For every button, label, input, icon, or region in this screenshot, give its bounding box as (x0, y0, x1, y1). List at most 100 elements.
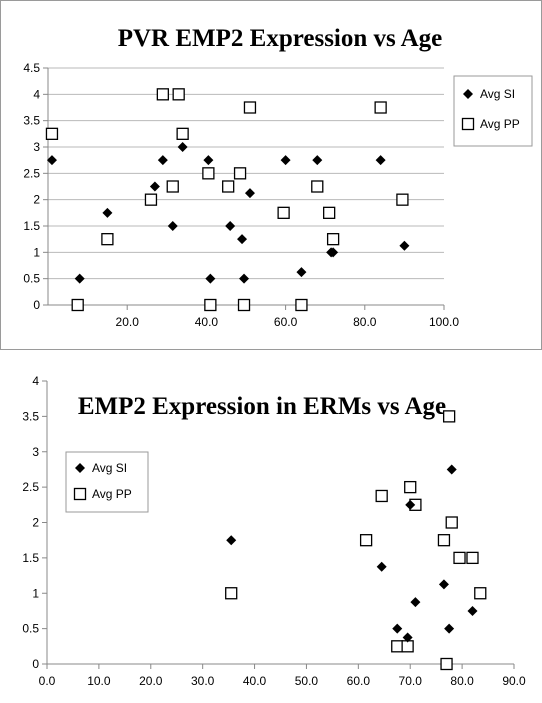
point-avg-pp (71, 298, 84, 312)
x-tick-label: 10.0 (87, 674, 111, 688)
point-avg-pp (295, 298, 308, 312)
point-avg-pp (172, 88, 185, 101)
point-avg-si (446, 464, 457, 475)
point-avg-pp (204, 298, 217, 312)
y-tick-label: 4 (32, 374, 39, 388)
point-avg-pp (176, 127, 189, 140)
point-avg-si (244, 188, 255, 199)
point-avg-si (375, 155, 386, 166)
y-tick-label: 2 (33, 193, 40, 207)
point-avg-si (405, 499, 416, 510)
x-tick-label: 20.0 (139, 674, 163, 688)
point-avg-pp (45, 127, 59, 140)
x-tick-label: 40.0 (243, 674, 267, 688)
point-avg-pp (101, 233, 114, 246)
point-avg-si (102, 207, 113, 218)
point-avg-si (205, 273, 216, 284)
legend-label: Avg SI (480, 87, 515, 101)
point-avg-si (74, 273, 85, 284)
y-tick-label: 1.5 (23, 219, 40, 233)
point-avg-pp (359, 534, 373, 547)
point-avg-pp (453, 551, 466, 565)
point-avg-pp (222, 180, 235, 193)
plot-area: 00.511.522.533.540.0 10.0 20.0 30.0 40.0 50.0… (22, 374, 526, 688)
point-avg-si (226, 535, 237, 546)
legend-label: Avg PP (480, 117, 520, 131)
point-avg-si (296, 267, 307, 278)
legend-box (453, 75, 533, 147)
chart-panel-erm: EMP2 Expression in ERMs vs Age 0 0.5 1 1.5 2… (0, 362, 542, 698)
y-tick-label: 0.5 (23, 272, 40, 286)
chart-title: EMP2 Expression in ERMs vs Age (78, 393, 446, 420)
y-tick-label: 0.5 (22, 622, 39, 636)
point-avg-si (467, 605, 478, 616)
point-avg-pp (225, 587, 238, 600)
point-avg-si (399, 240, 410, 251)
point-avg-pp (311, 180, 324, 193)
y-tick-label: 1 (32, 586, 39, 600)
point-avg-si (376, 561, 387, 572)
legend-box (65, 451, 149, 513)
point-avg-pp (156, 88, 169, 101)
point-avg-si (438, 579, 449, 590)
y-tick-label: 0 (33, 298, 40, 312)
x-tick-label: 80.0 (353, 315, 377, 329)
legend-marker-avg-si (463, 89, 473, 99)
point-avg-pp (323, 206, 336, 219)
legend-marker-avg-pp (73, 487, 87, 501)
x-tick-label: 30.0 (191, 674, 215, 688)
point-avg-pp (391, 640, 404, 653)
x-tick-label: 90.0 (502, 674, 526, 688)
plot-area: 0 0.5 1 1.5 2 2.5 3 3.5 4 4.5 20.0 40.0 60.0 80.0 100.… (23, 61, 533, 329)
x-tick-label: 80.0 (450, 674, 474, 688)
y-tick-label: 3.5 (23, 114, 40, 128)
x-tick-label: 0.0 (39, 674, 56, 688)
point-avg-si (402, 632, 413, 643)
legend-label: Avg SI (92, 461, 127, 475)
point-avg-si (239, 273, 250, 284)
point-avg-si (46, 155, 57, 166)
y-tick-label: 1.5 (22, 551, 39, 565)
y-tick-label: 0 (32, 657, 39, 671)
point-avg-pp (474, 587, 487, 600)
y-tick-label: 4 (33, 87, 40, 101)
chart-erm-scatter: EMP2 Expression in ERMs vs Age 0 0.5 1 1.5 2… (22, 374, 526, 688)
legend-label: Avg PP (92, 487, 132, 501)
point-avg-si (410, 597, 421, 608)
point-avg-pp (396, 193, 409, 206)
chart-border (0, 0, 542, 350)
point-avg-pp (166, 180, 179, 193)
point-avg-pp (440, 657, 453, 671)
point-avg-si (177, 142, 188, 152)
point-avg-si (280, 155, 291, 166)
x-tick-label: 60.0 (347, 674, 371, 688)
y-tick-label: 1 (33, 245, 40, 259)
point-avg-pp (466, 551, 479, 565)
y-tick-label: 3 (33, 140, 40, 154)
point-avg-pp (374, 101, 387, 114)
y-tick-label: 2.5 (22, 480, 39, 494)
point-avg-si (328, 247, 339, 258)
point-avg-si (149, 181, 160, 192)
point-avg-si (312, 155, 323, 166)
x-tick-label: 20.0 (116, 315, 140, 329)
y-tick-label: 3 (32, 445, 39, 459)
x-tick-label: 40.0 (195, 315, 219, 329)
legend-marker-avg-si (75, 463, 85, 473)
point-avg-si (167, 221, 178, 231)
x-tick-label: 60.0 (274, 315, 298, 329)
point-avg-si (157, 155, 168, 166)
point-avg-pp (442, 410, 456, 423)
point-avg-pp (243, 101, 257, 114)
x-tick-label: 50.0 (295, 674, 319, 688)
x-tick-label: 70.0 (399, 674, 423, 688)
point-avg-pp (326, 233, 340, 246)
point-avg-pp (445, 516, 458, 529)
point-avg-si (237, 234, 248, 245)
y-tick-label: 2.5 (23, 166, 40, 180)
chart-panel-pvr: PVR EMP2 Expression vs Age 0 0.5 1 1.5 2 2.5 3… (0, 0, 542, 350)
point-avg-si (444, 623, 455, 634)
y-tick-label: 2 (32, 516, 39, 530)
y-tick-label: 4.5 (23, 61, 40, 75)
point-avg-pp (437, 534, 451, 547)
